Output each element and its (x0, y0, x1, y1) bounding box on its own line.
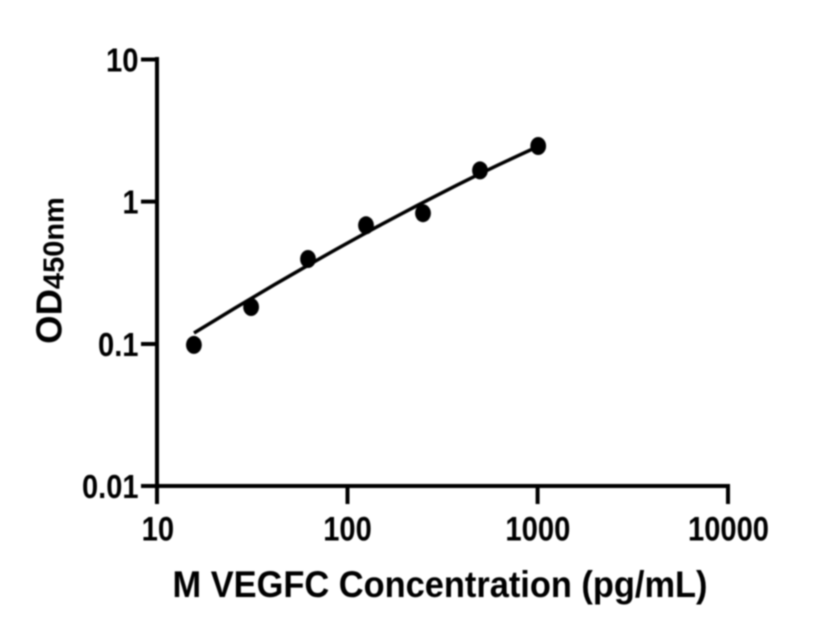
svg-text:10: 10 (106, 41, 139, 78)
svg-text:10: 10 (142, 511, 175, 549)
svg-text:1000: 1000 (505, 511, 570, 549)
svg-text:10000: 10000 (688, 511, 769, 549)
svg-text:M VEGFC Concentration (pg/mL): M VEGFC Concentration (pg/mL) (173, 564, 708, 605)
svg-text:100: 100 (323, 511, 372, 549)
svg-text:1: 1 (123, 184, 139, 221)
svg-text:0.1: 0.1 (98, 326, 139, 363)
svg-text:0.01: 0.01 (82, 468, 139, 505)
svg-text:OD450nm: OD450nm (29, 197, 71, 344)
